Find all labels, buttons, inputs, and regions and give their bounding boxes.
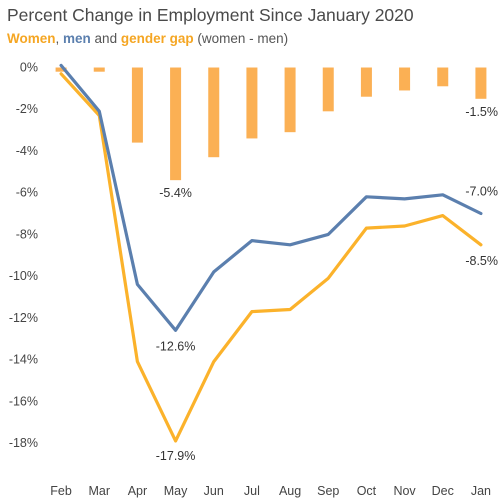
y-tick-label: 0% bbox=[20, 61, 38, 75]
gap-bar bbox=[399, 67, 411, 91]
gap-bar bbox=[208, 67, 220, 158]
gap-bar bbox=[170, 67, 182, 181]
x-tick-label: Jul bbox=[244, 484, 260, 498]
x-tick-label: Dec bbox=[432, 484, 454, 498]
y-tick-label: -14% bbox=[9, 353, 38, 367]
gap-bar bbox=[55, 67, 67, 72]
x-axis: Feb Mar Apr May Jun Jul Aug Sep Oct Nov Dec Jan bbox=[50, 484, 491, 498]
line-women bbox=[59, 72, 483, 443]
series-lines bbox=[59, 63, 483, 443]
chart-title: Percent Change in Employment Since Janua… bbox=[7, 5, 414, 25]
gap-bar bbox=[131, 67, 143, 143]
gap-bars bbox=[55, 67, 487, 181]
x-tick-label: Nov bbox=[393, 484, 416, 498]
x-tick-label: Jan bbox=[471, 484, 491, 498]
x-tick-label: May bbox=[164, 484, 188, 498]
x-tick-label: Aug bbox=[279, 484, 301, 498]
y-tick-label: -4% bbox=[16, 144, 38, 158]
legend-separator: , bbox=[55, 31, 64, 46]
gap-bar bbox=[475, 67, 487, 99]
chart-subtitle: Women, men and gender gap (women - men) bbox=[7, 31, 288, 46]
data-label: -1.5% bbox=[465, 105, 498, 119]
legend-note: (women - men) bbox=[193, 31, 289, 46]
x-tick-label: Sep bbox=[317, 484, 339, 498]
x-tick-label: Jun bbox=[204, 484, 224, 498]
gap-bar bbox=[322, 67, 334, 112]
data-label: -7.0% bbox=[465, 185, 498, 199]
data-label: -8.5% bbox=[465, 254, 498, 268]
y-axis: 0% -2% -4% -6% -8% -10% -12% -14% -16% -18% bbox=[9, 61, 38, 450]
x-tick-label: Apr bbox=[128, 484, 147, 498]
data-label: -17.9% bbox=[156, 449, 196, 463]
legend-men: men bbox=[63, 31, 91, 46]
gap-bar bbox=[360, 67, 372, 97]
gap-bar bbox=[246, 67, 258, 139]
y-tick-label: -10% bbox=[9, 269, 38, 283]
gap-bar bbox=[93, 67, 105, 72]
x-tick-label: Oct bbox=[357, 484, 377, 498]
y-tick-label: -2% bbox=[16, 102, 38, 116]
y-tick-label: -12% bbox=[9, 311, 38, 325]
legend-gender-gap: gender gap bbox=[120, 31, 194, 46]
x-tick-label: Feb bbox=[50, 484, 72, 498]
legend-and: and bbox=[90, 31, 121, 46]
data-labels: -5.4% -12.6% -17.9% -1.5% -7.0% -8.5% bbox=[156, 105, 498, 463]
line-men bbox=[59, 63, 483, 332]
gap-bar bbox=[437, 67, 449, 87]
y-tick-label: -16% bbox=[9, 394, 38, 408]
data-label: -5.4% bbox=[159, 186, 192, 200]
y-tick-label: -6% bbox=[16, 186, 38, 200]
legend-women: Women bbox=[7, 31, 56, 46]
x-tick-label: Mar bbox=[88, 484, 110, 498]
data-label: -12.6% bbox=[156, 339, 196, 353]
y-tick-label: -18% bbox=[9, 436, 38, 450]
gap-bar bbox=[284, 67, 296, 133]
y-tick-label: -8% bbox=[16, 227, 38, 241]
